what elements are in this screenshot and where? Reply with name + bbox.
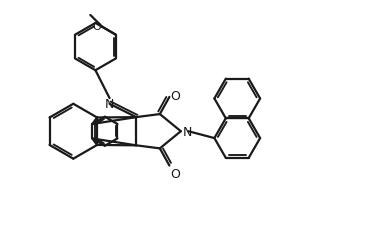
Text: N: N (183, 125, 192, 138)
Text: O: O (170, 167, 180, 180)
Text: N: N (105, 98, 114, 111)
Text: O: O (170, 89, 180, 103)
Text: O: O (92, 21, 101, 32)
